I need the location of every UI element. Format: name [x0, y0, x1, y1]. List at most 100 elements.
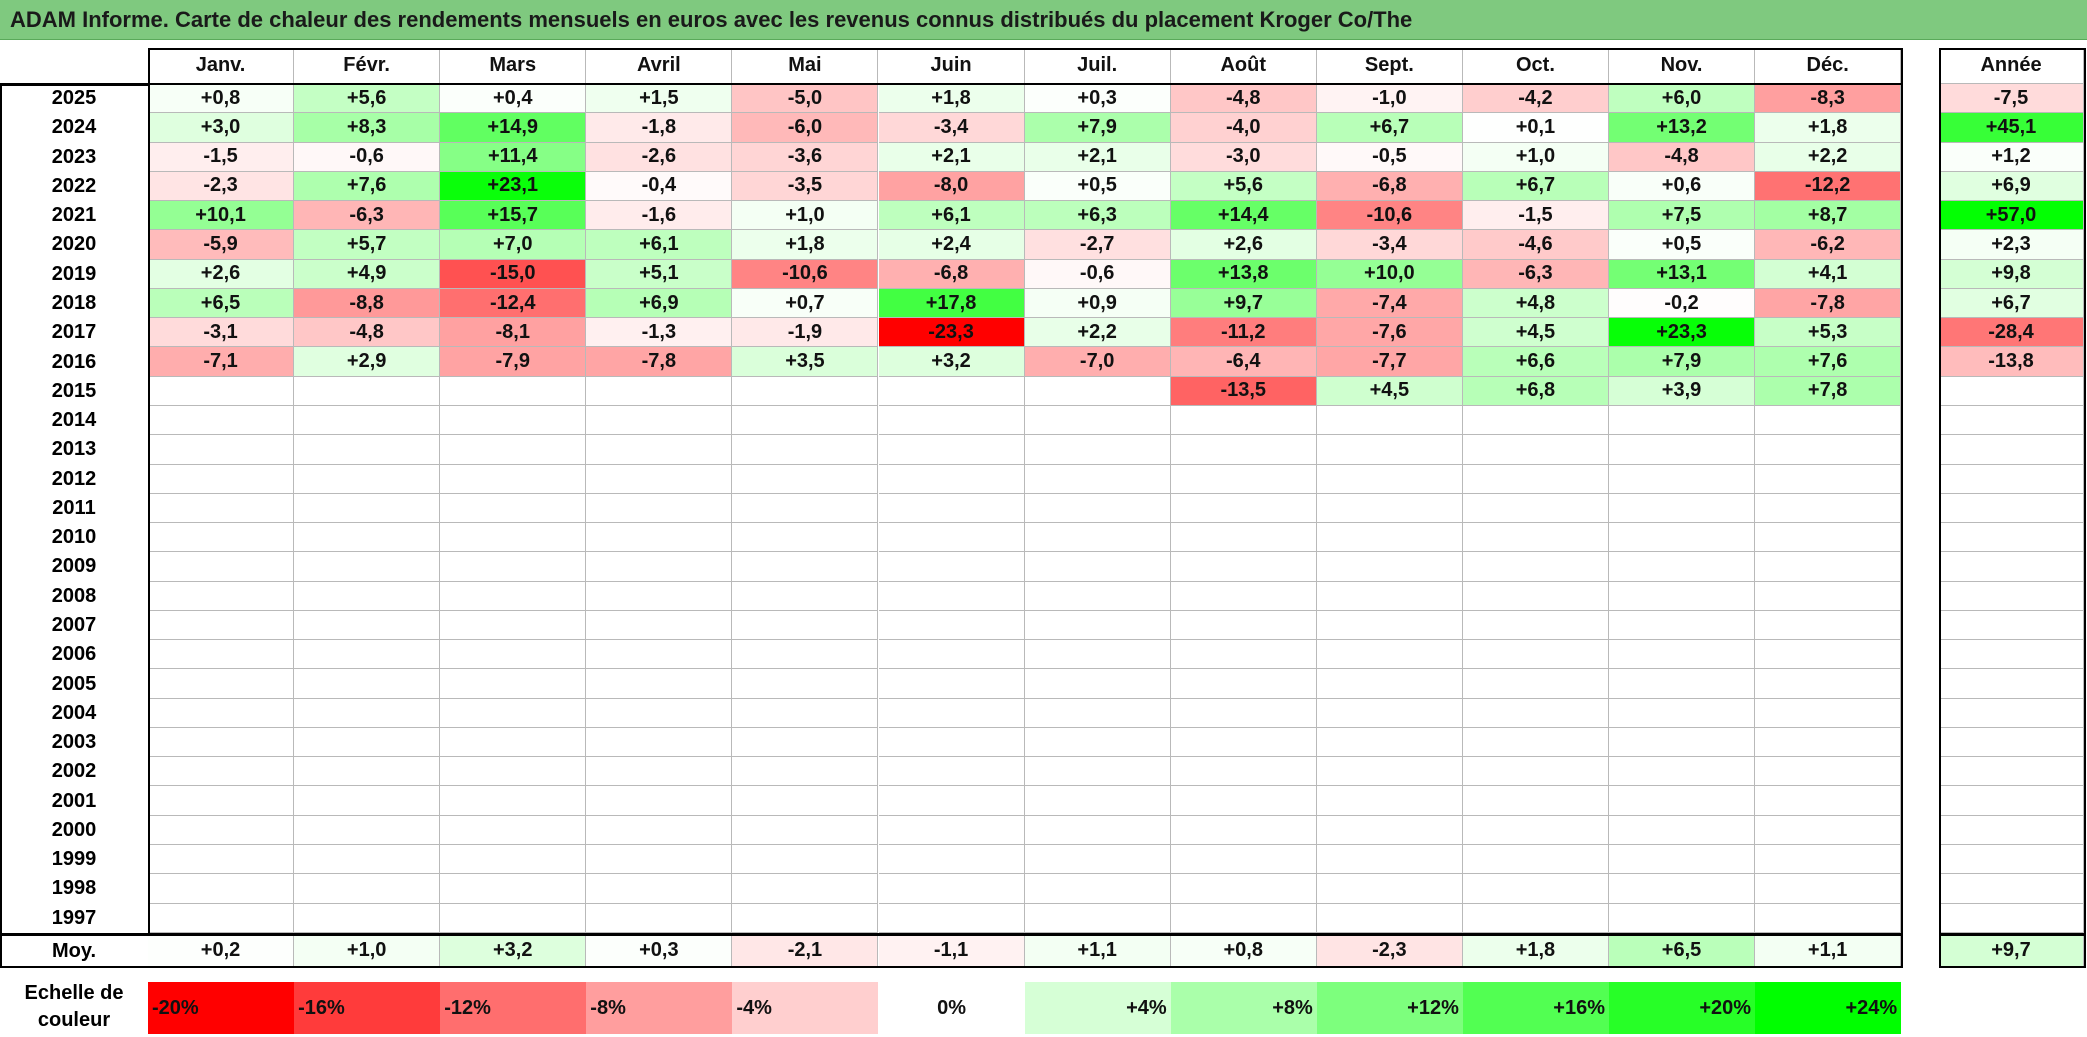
heatmap-cell [732, 464, 879, 494]
color-scale-stop: +8% [1170, 982, 1317, 1034]
heatmap-cell [586, 698, 733, 728]
heatmap-cell [1609, 903, 1756, 933]
heatmap-cell [1170, 523, 1317, 553]
heatmap-cell: +6,1 [878, 201, 1025, 231]
annual-cell [1939, 581, 2084, 611]
heatmap-cell [878, 552, 1025, 582]
heatmap-cell [1170, 610, 1317, 641]
month-header: Juil. [1024, 48, 1171, 84]
heatmap-cell [1024, 552, 1171, 582]
heatmap-cell: +2,1 [878, 142, 1025, 172]
heatmap-cell [1462, 464, 1609, 494]
heatmap-cell [732, 669, 879, 699]
heatmap-cell: +6,9 [586, 288, 733, 319]
heatmap-cell [878, 757, 1025, 787]
heatmap-cell: -5,9 [148, 230, 295, 260]
heatmap-cell: +1,8 [1755, 113, 1902, 143]
heatmap-cell [1609, 640, 1756, 670]
heatmap-cell: +2,9 [294, 347, 441, 377]
heatmap-cell: +2,6 [1170, 230, 1317, 260]
annual-cell [1939, 845, 2084, 875]
heatmap-cell [1170, 640, 1317, 670]
heatmap-cell: +17,8 [878, 288, 1025, 319]
heatmap-cell [732, 405, 879, 436]
heatmap-cell [878, 786, 1025, 816]
heatmap-cell [1024, 815, 1171, 846]
heatmap-cell [1609, 581, 1756, 611]
heatmap-cell [1316, 786, 1463, 816]
average-annual-cell: +9,7 [1939, 934, 2084, 968]
heatmap-cell [1170, 727, 1317, 758]
average-cell: +0,3 [586, 934, 733, 968]
heatmap-cell [440, 610, 587, 641]
heatmap-cell [1024, 610, 1171, 641]
heatmap-cell [1024, 669, 1171, 699]
title-bar: ADAM Informe. Carte de chaleur des rende… [0, 0, 2087, 40]
heatmap-cell [878, 581, 1025, 611]
heatmap-cell: -0,6 [1024, 259, 1171, 289]
heatmap-cell [1316, 903, 1463, 933]
annual-cell: +45,1 [1939, 113, 2084, 143]
heatmap-cell [1316, 523, 1463, 553]
annual-cell [1939, 757, 2084, 787]
heatmap-cell [1462, 815, 1609, 846]
heatmap-cell [1462, 610, 1609, 641]
heatmap-cell [294, 727, 441, 758]
heatmap-cell [1462, 581, 1609, 611]
heatmap-cell: -4,8 [294, 318, 441, 348]
heatmap-cell [1609, 464, 1756, 494]
color-scale-stop: -4% [732, 982, 879, 1034]
heatmap-cell [732, 786, 879, 816]
heatmap-cell: +14,9 [440, 113, 587, 143]
heatmap-cell: -6,8 [1316, 171, 1463, 202]
heatmap-cell [294, 698, 441, 728]
heatmap-cell [878, 464, 1025, 494]
annual-cell [1939, 552, 2084, 582]
heatmap-cell [1755, 405, 1902, 436]
heatmap-cell [440, 435, 587, 465]
heatmap-cell [1316, 727, 1463, 758]
year-label: 2012 [51, 467, 97, 490]
color-scale-stop: +12% [1316, 982, 1463, 1034]
heatmap-cell [148, 610, 295, 641]
average-cell: +1,0 [294, 934, 441, 968]
heatmap-cell [148, 874, 295, 904]
heatmap-cell [1609, 845, 1756, 875]
color-scale-stop: -12% [440, 982, 587, 1034]
heatmap-cell [732, 435, 879, 465]
heatmap-cell: -1,0 [1316, 84, 1463, 114]
heatmap-cell: -3,6 [732, 142, 879, 172]
heatmap-cell [294, 815, 441, 846]
heatmap-cell [1170, 874, 1317, 904]
heatmap-cell [148, 698, 295, 728]
heatmap-cell: -8,3 [1755, 84, 1902, 114]
annual-cell [1939, 523, 2084, 553]
year-label: 2020 [51, 233, 97, 256]
month-header: Janv. [148, 48, 295, 84]
month-header: Août [1170, 48, 1317, 84]
heatmap-cell [586, 523, 733, 553]
heatmap-cell: -1,6 [586, 201, 733, 231]
month-header: Nov. [1609, 48, 1756, 84]
year-label: 2001 [51, 789, 97, 812]
annual-cell [1939, 727, 2084, 758]
heatmap-cell [1462, 435, 1609, 465]
heatmap-cell [148, 435, 295, 465]
year-label: 2002 [51, 760, 97, 783]
heatmap-cell: +3,5 [732, 347, 879, 377]
heatmap-cell [878, 698, 1025, 728]
heatmap-cell: -7,6 [1316, 318, 1463, 348]
color-scale-stop: +4% [1024, 982, 1171, 1034]
heatmap-cell: +6,6 [1462, 347, 1609, 377]
year-label: 2010 [51, 526, 97, 549]
heatmap-cell [1024, 523, 1171, 553]
heatmap-cell: -3,5 [732, 171, 879, 202]
heatmap-cell [294, 640, 441, 670]
heatmap-cell [294, 874, 441, 904]
heatmap-cell [294, 669, 441, 699]
heatmap-cell: +7,8 [1755, 376, 1902, 406]
annual-cell [1939, 669, 2084, 699]
heatmap-cell [1462, 845, 1609, 875]
heatmap-cell: -10,6 [732, 259, 879, 289]
heatmap-cell [440, 464, 587, 494]
